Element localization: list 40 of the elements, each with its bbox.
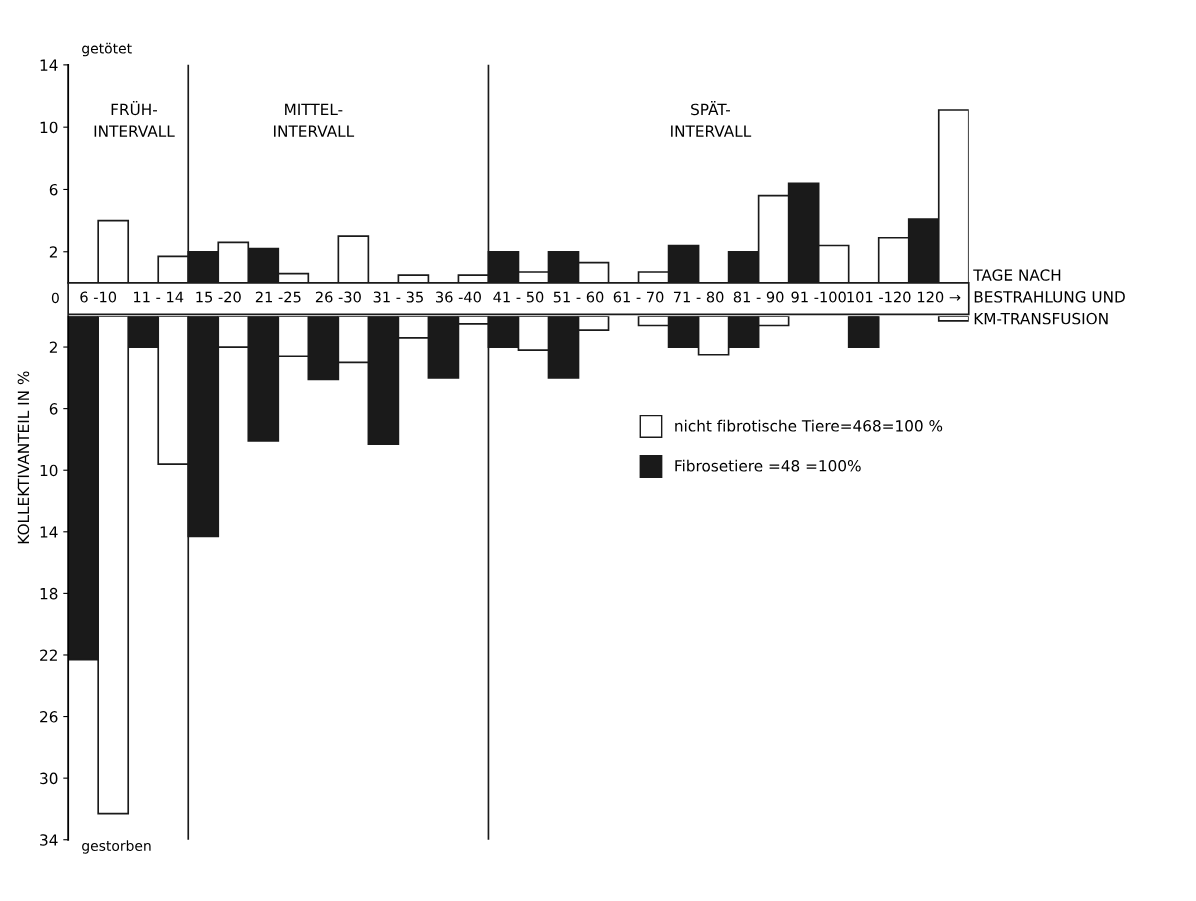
y-axis-title: KOLLEKTIVANTEIL IN %	[17, 371, 30, 544]
text: getötet	[82, 42, 132, 57]
y-tick-label: 30	[40, 772, 58, 785]
y-tick-label: 2	[49, 246, 57, 258]
legend-label: nicht fibrotische Tiere=468=100 %	[675, 419, 943, 432]
y-tick-label: 14	[40, 59, 58, 71]
y-tick-label: 10	[40, 121, 58, 134]
annotation: FRÜH- INTERVALL	[94, 101, 175, 137]
y-tick-label: 34	[40, 834, 58, 846]
x-tick-label: 61 - 70	[613, 291, 664, 303]
legend-label: Fibrosetiere =48 =100%	[675, 459, 861, 472]
x-tick-label: 26 -30	[315, 291, 361, 303]
x-tick-label: 51 - 60	[553, 291, 604, 303]
x-tick-label: 6 -10	[80, 291, 117, 303]
y-tick-label: 2	[49, 341, 57, 353]
y-tick-label: 6	[49, 183, 58, 196]
x-tick-label: 81 - 90	[733, 291, 784, 303]
x-tick-label: 71 - 80	[673, 291, 724, 303]
x-tick-label: 11 - 14	[134, 291, 184, 303]
x-tick-label: 31 - 35	[373, 291, 423, 303]
y-tick-label: 26	[40, 711, 58, 723]
x-tick-label: 15 -20	[196, 291, 241, 303]
x-axis-title: TAGE NACH BESTRAHLUNG UND KM-TRANSFUSION	[973, 269, 1125, 325]
y-tick-label: 22	[40, 649, 57, 661]
y-tick-label: 14	[40, 526, 58, 538]
x-tick-label: 41 - 50	[493, 291, 544, 303]
y-tick-label: 18	[40, 587, 58, 600]
annotation: SPÄT- INTERVALL	[671, 101, 752, 137]
y-tick-label: 6	[49, 403, 58, 415]
x-tick-label: 120 →	[918, 291, 961, 303]
bar	[937, 316, 969, 322]
x-tick-label: 36 -40	[436, 291, 481, 303]
x-tick-label: 101 -120	[847, 291, 911, 303]
x-tick-label: 21 -25	[255, 291, 301, 303]
annotation: MITTEL- INTERVALL	[274, 103, 355, 137]
bar	[847, 316, 880, 348]
text: gestorben	[82, 840, 151, 854]
y-tick-label: 10	[40, 464, 58, 477]
x-tick-label: 91 -100	[791, 291, 846, 303]
text: 0	[51, 292, 59, 304]
